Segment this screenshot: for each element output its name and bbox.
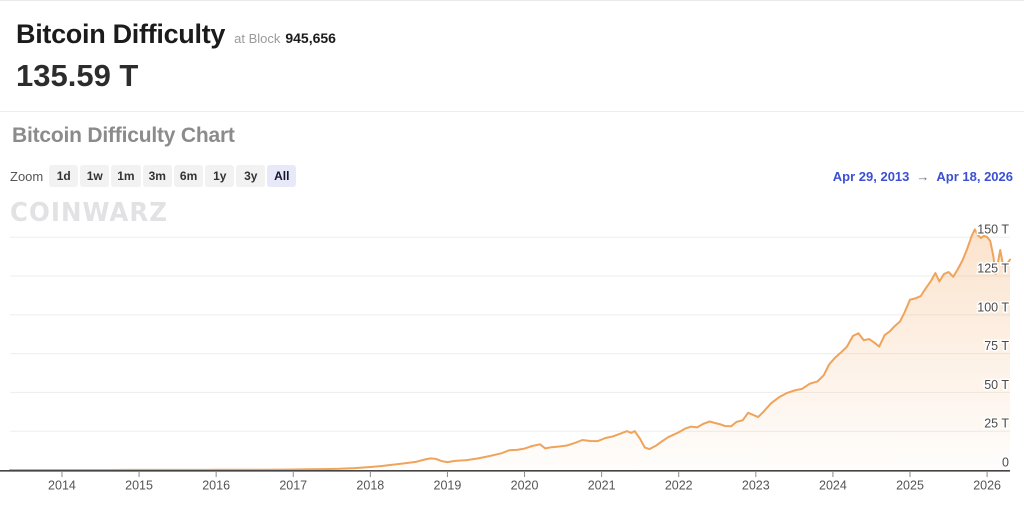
y-tick-label: 150 T [977, 223, 1009, 237]
block-number: 945,656 [285, 30, 336, 46]
zoom-button-all[interactable]: All [267, 165, 297, 187]
x-axis-ticks [61, 471, 988, 477]
current-difficulty-value: 135.59 T [16, 58, 139, 93]
at-block-label: at Block [234, 31, 281, 46]
x-tick-label: 2024 [819, 479, 847, 493]
x-tick-label: 2014 [48, 479, 76, 493]
x-tick-label: 2017 [279, 479, 307, 493]
x-tick-label: 2015 [125, 479, 153, 493]
zoom-button-3m[interactable]: 3m [142, 165, 172, 187]
y-tick-label: 50 T [984, 378, 1009, 392]
x-tick-label: 2019 [434, 479, 462, 493]
zoom-button-1y[interactable]: 1y [205, 165, 235, 187]
zoom-button-3y[interactable]: 3y [236, 165, 266, 187]
zoom-label: Zoom [10, 168, 44, 184]
x-axis-labels: 2014 2015 2016 2017 2018 2019 2020 2021 2022 2023… [48, 479, 1001, 493]
header-divider [0, 111, 1024, 112]
difficulty-chart[interactable]: 2014 2015 2016 2017 2018 2019 2020 2021 2022 2023… [0, 186, 1024, 501]
y-gridlines [10, 236, 1010, 432]
y-tick-label: 100 T [977, 300, 1009, 314]
zoom-button-6m[interactable]: 6m [173, 165, 204, 187]
zoom-button-1w[interactable]: 1w [80, 165, 110, 187]
y-axis-labels: 0 25 T 50 T 75 T 100 T 125 T 150 T [976, 221, 1011, 471]
y-tick-label: 125 T [977, 262, 1009, 276]
x-tick-label: 2022 [665, 479, 693, 493]
coinwarz-logo-watermark: CoinWarz [10, 197, 168, 228]
x-tick-label: 2020 [511, 479, 539, 493]
page-title: Bitcoin Difficulty [16, 19, 226, 49]
zoom-range-selector: Zoom 1d 1w 1m 3m 6m 1y 3y All [10, 165, 297, 187]
zoom-button-1m[interactable]: 1m [111, 165, 141, 187]
date-range-start[interactable]: Apr 29, 2013 [832, 169, 910, 184]
x-tick-label: 2026 [973, 479, 1001, 493]
x-tick-label: 2016 [202, 479, 230, 493]
y-tick-label: 25 T [984, 417, 1009, 431]
y-tick-label: 75 T [984, 339, 1009, 353]
x-tick-label: 2018 [356, 479, 384, 493]
date-range-end[interactable]: Apr 18, 2026 [936, 169, 1013, 184]
x-tick-label: 2025 [896, 479, 924, 493]
line-series[interactable] [9, 228, 1011, 471]
area-series [10, 229, 1010, 471]
y-tick-label: 0 [1002, 456, 1009, 470]
header: Bitcoin Difficulty at Block 945,656 [16, 19, 336, 50]
zoom-button-1d[interactable]: 1d [49, 165, 79, 187]
date-range: Apr 29, 2013 → Apr 18, 2026 [833, 169, 1013, 184]
x-tick-label: 2023 [742, 479, 770, 493]
arrow-right-icon: → [916, 169, 930, 184]
chart-section-title: Bitcoin Difficulty Chart [12, 124, 235, 147]
x-tick-label: 2021 [588, 479, 616, 493]
